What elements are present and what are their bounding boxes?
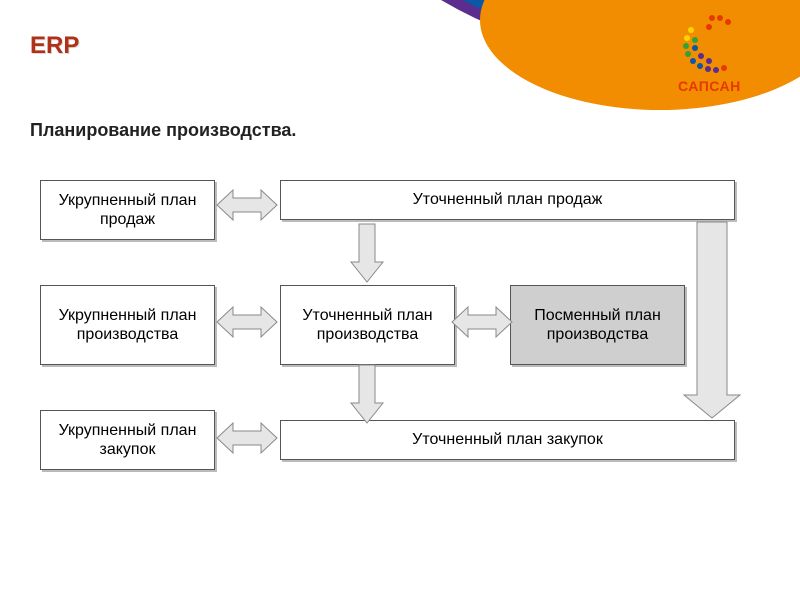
node-label: Уточненный план продаж	[413, 190, 603, 209]
node-utochn-plan-proizv: Уточненный план производства	[280, 285, 455, 365]
logo-dots-icon	[665, 10, 755, 80]
node-label: Уточненный план производства	[285, 306, 450, 344]
arrow-down-big-icon	[684, 222, 740, 418]
node-label: Уточненный план закупок	[412, 430, 603, 449]
node-utochn-plan-zakupok: Уточненный план закупок	[280, 420, 735, 460]
node-ukrupn-plan-zakupok: Укрупненный план закупок	[40, 410, 215, 470]
arrow-bi-icon	[217, 423, 277, 453]
node-ukrupn-plan-proizv: Укрупненный план производства	[40, 285, 215, 365]
node-label: Посменный план производства	[515, 306, 680, 344]
page-subtitle: Планирование производства.	[30, 120, 296, 141]
logo-text: САПСАН	[678, 78, 741, 94]
arrow-bi-icon	[217, 190, 277, 220]
node-label: Укрупненный план производства	[45, 306, 210, 344]
node-label: Укрупненный план продаж	[45, 191, 210, 229]
node-utochn-plan-prodazh: Уточненный план продаж	[280, 180, 735, 220]
arrow-bi-icon	[217, 307, 277, 337]
arrow-bi-icon	[452, 307, 512, 337]
node-ukrupn-plan-prodazh: Укрупненный план продаж	[40, 180, 215, 240]
arrow-down-icon	[351, 365, 383, 423]
node-posmenn-plan-proizv: Посменный план производства	[510, 285, 685, 365]
arrow-down-icon	[351, 224, 383, 282]
page-title: ERP	[30, 32, 79, 60]
node-label: Укрупненный план закупок	[45, 421, 210, 459]
